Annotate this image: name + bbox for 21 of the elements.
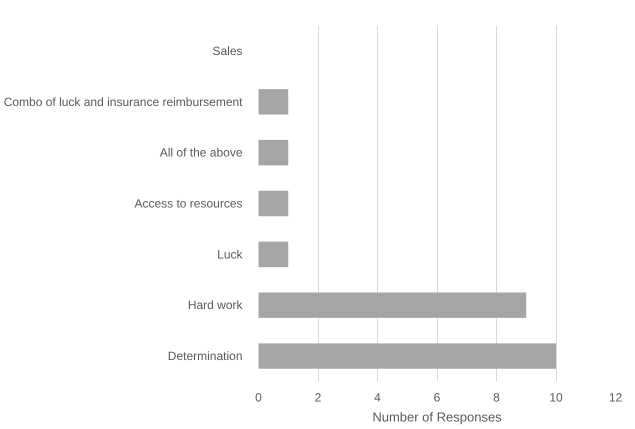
x-tick-label: 2 bbox=[314, 390, 322, 404]
x-tick-label: 6 bbox=[434, 390, 441, 404]
y-tick-label: Access to resources bbox=[134, 196, 243, 210]
x-tick-label: 0 bbox=[255, 390, 262, 404]
bar bbox=[258, 140, 288, 166]
bar bbox=[258, 343, 556, 369]
x-tick-label: 12 bbox=[608, 390, 622, 404]
x-tick-label: 8 bbox=[493, 390, 500, 404]
x-tick-label: 10 bbox=[549, 390, 563, 404]
y-tick-label: Determination bbox=[168, 349, 242, 364]
y-tick-label: Sales bbox=[212, 44, 243, 58]
bar bbox=[258, 292, 526, 318]
y-tick-label: Hard work bbox=[188, 298, 244, 312]
bar bbox=[258, 190, 288, 216]
x-axis-title: Number of Responses bbox=[372, 410, 502, 424]
x-tick-label: 4 bbox=[374, 390, 382, 404]
y-tick-label: All of the above bbox=[160, 146, 243, 160]
bar bbox=[258, 242, 288, 268]
bar bbox=[258, 89, 288, 114]
y-tick-label: Luck bbox=[217, 247, 244, 262]
y-tick-label: Combo of luck and insurance reimbursement bbox=[4, 94, 244, 109]
